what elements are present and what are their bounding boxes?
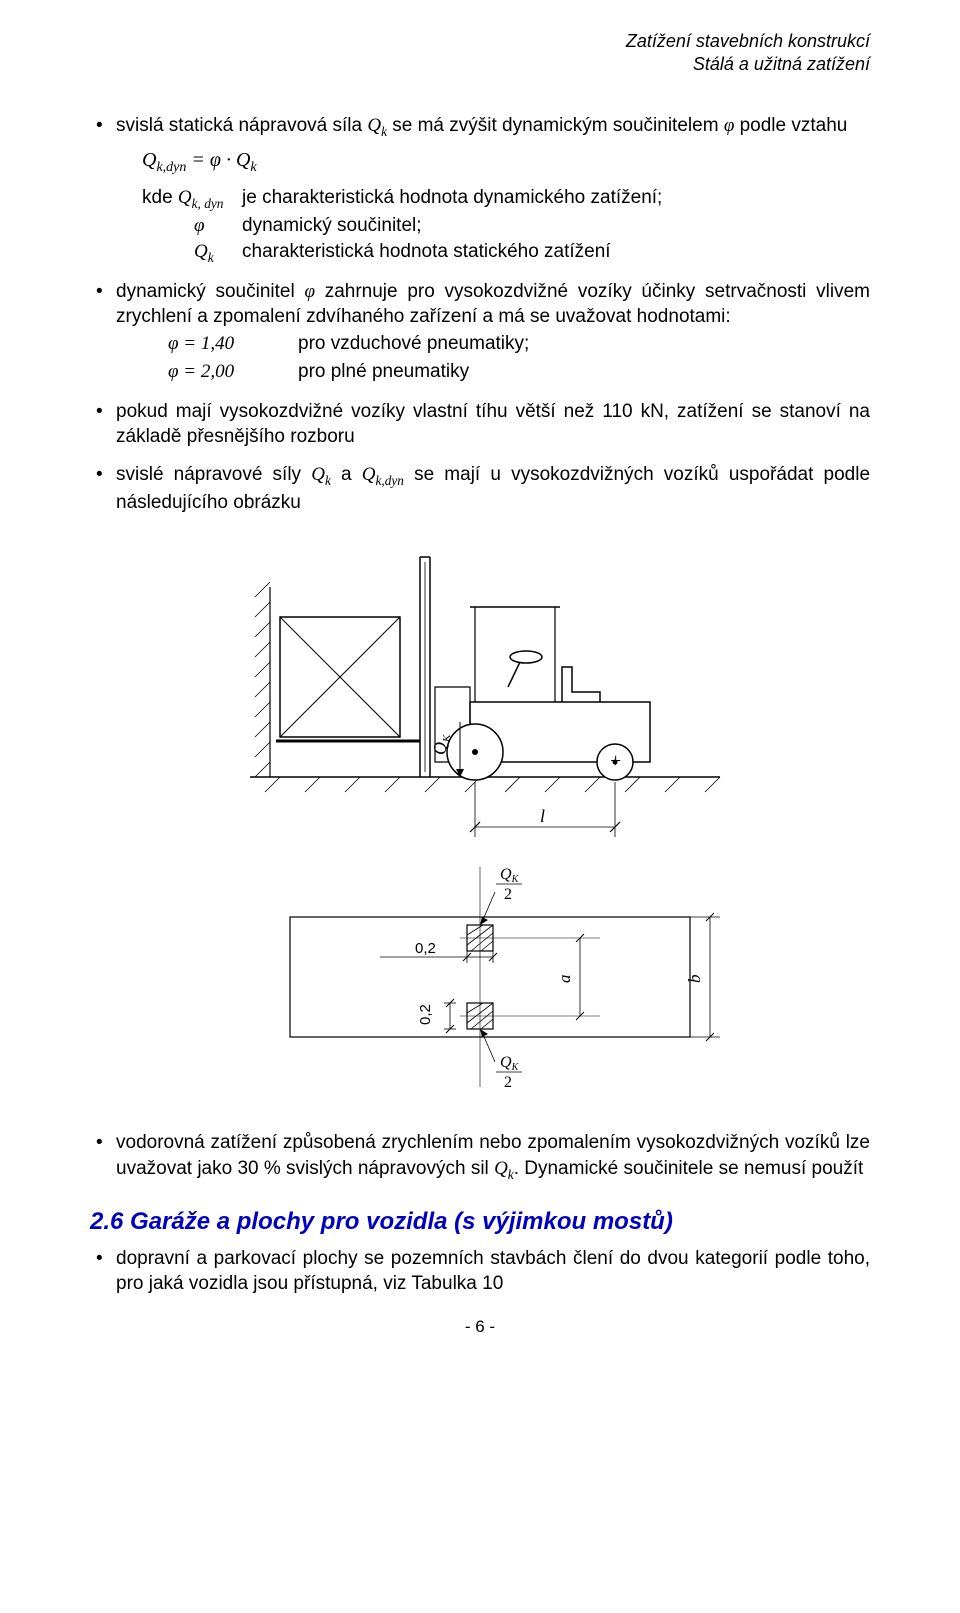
bullet-1: svislá statická nápravová síla Qk se má … <box>90 113 870 267</box>
header-line-2: Stálá a užitná zatížení <box>693 54 870 74</box>
b1-text-mid: se má zvýšit dynamickým součinitelem <box>387 115 724 136</box>
svg-text:QK: QK <box>430 734 453 755</box>
b2-row-1: φ = 1,40 pro vzduchové pneumatiky; <box>168 330 870 359</box>
content-list: svislá statická nápravová síla Qk se má … <box>90 113 870 516</box>
svg-text:0,2: 0,2 <box>417 1005 434 1026</box>
bullet-6: dopravní a parkovací plochy se pozemních… <box>90 1246 870 1297</box>
svg-text:b: b <box>685 975 704 984</box>
b1-phi: φ <box>724 115 735 136</box>
bullet-2: dynamický součinitel φ zahrnuje pro vyso… <box>90 279 870 387</box>
svg-text:2: 2 <box>504 886 512 903</box>
bullet-5: vodorovná zatížení způsobená zrychlením … <box>90 1130 870 1183</box>
content-list-2: vodorovná zatížení způsobená zrychlením … <box>90 1130 870 1183</box>
b1-where-2: φ dynamický součinitel; <box>194 213 870 239</box>
svg-text:QK: QK <box>500 1054 520 1073</box>
svg-text:2: 2 <box>504 1074 512 1091</box>
content-list-3: dopravní a parkovací plochy se pozemních… <box>90 1246 870 1297</box>
svg-text:+: + <box>610 750 621 772</box>
b1-text-intro: svislá statická nápravová síla <box>116 115 367 136</box>
bullet-3: pokud mají vysokozdvižné vozíky vlastní … <box>90 399 870 450</box>
svg-text:l: l <box>540 806 545 826</box>
b1-text-after: podle vztahu <box>734 115 847 136</box>
svg-text:0,2: 0,2 <box>415 940 436 957</box>
page-header: Zatížení stavebních konstrukcí Stálá a u… <box>90 30 870 77</box>
b2-row-2: φ = 2,00 pro plné pneumatiky <box>168 358 870 387</box>
page-number: - 6 - <box>90 1317 870 1337</box>
forklift-svg: QK + l <box>220 527 740 1107</box>
b1-qk: Qk <box>367 115 387 136</box>
b1-where-3: Qk charakteristická hodnota statického z… <box>194 239 870 267</box>
b1-equation: Qk,dyn = φ · Qk <box>142 147 870 178</box>
b1-where-1: kde Qk, dyn je charakteristická hodnota … <box>142 185 870 213</box>
forklift-figure: QK + l <box>90 527 870 1112</box>
svg-text:QK: QK <box>500 866 520 885</box>
section-heading: 2.6 Garáže a plochy pro vozidla (s výjim… <box>90 1208 870 1236</box>
svg-text:a: a <box>555 975 574 984</box>
header-line-1: Zatížení stavebních konstrukcí <box>626 31 870 51</box>
bullet-4: svislé nápravové síly Qk a Qk,dyn se maj… <box>90 462 870 515</box>
